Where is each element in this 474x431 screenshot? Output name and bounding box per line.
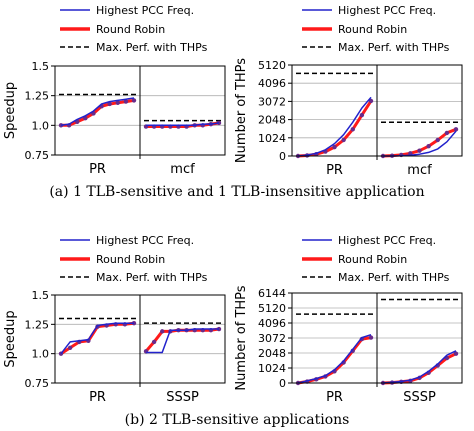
round-robin-point	[216, 120, 222, 126]
y-tick-label: 1.0	[32, 119, 50, 132]
round-robin-point	[151, 339, 157, 345]
round-robin-point	[123, 99, 129, 104]
plot-frame	[54, 294, 226, 384]
y-tick-label: 0	[279, 377, 286, 390]
highest-pcc-freq-line	[146, 122, 220, 127]
round-robin-point	[444, 130, 450, 136]
y-tick-label: 1.5	[32, 60, 50, 73]
caption-b: (b) 2 TLB-sensitive applications	[125, 412, 350, 428]
round-robin-point	[417, 148, 422, 153]
round-robin-point	[83, 116, 88, 121]
y-axis-label: Number of THPs	[234, 58, 249, 163]
x-group-label: SSSP	[166, 390, 199, 405]
plot-frame	[291, 64, 463, 157]
y-tick-label: 6144	[258, 287, 286, 300]
legend-b-left-label-thps: Max. Perf. with THPs	[96, 271, 208, 284]
round-robin-point	[58, 123, 64, 128]
y-tick-label: 3072	[258, 95, 286, 108]
highest-pcc-freq-line	[382, 350, 457, 384]
x-group-label: mcf	[407, 163, 432, 178]
chart-b-speedup: 0.75 1.0 1.25 1.5 Speedup PR SSSP	[3, 289, 226, 405]
legend-b-right-label-rr: Round Robin	[338, 253, 407, 266]
y-tick-label: 1.25	[25, 90, 50, 103]
x-group-label: SSSP	[403, 390, 436, 405]
legend-b-left-label-pcc: Highest PCC Freq.	[96, 234, 194, 247]
round-robin-line	[297, 336, 372, 385]
y-tick-label: 3072	[258, 332, 286, 345]
round-robin-point	[359, 112, 365, 118]
caption-a: (a) 1 TLB-sensitive and 1 TLB-insensitiv…	[49, 184, 424, 200]
round-robin-point	[160, 329, 165, 334]
y-axis-label: Speedup	[3, 310, 18, 367]
highest-pcc-freq-line	[60, 97, 135, 127]
round-robin-point	[453, 351, 459, 356]
round-robin-point	[67, 345, 73, 350]
legend-b-left: Highest PCC Freq. Round Robin Max. Perf.…	[60, 234, 208, 284]
x-group-label: PR	[326, 390, 343, 405]
legend-b-left-label-rr: Round Robin	[96, 253, 165, 266]
round-robin-point	[341, 137, 346, 143]
x-group-label: PR	[89, 390, 106, 405]
y-tick-label: 0.75	[25, 149, 50, 162]
y-tick-label: 1024	[258, 132, 286, 145]
legend-a-right: Highest PCC Freq. Round Robin Max. Perf.…	[302, 4, 450, 54]
round-robin-point	[107, 101, 112, 107]
highest-pcc-freq-line	[60, 322, 134, 355]
round-robin-point	[115, 100, 120, 105]
round-robin-point	[131, 98, 137, 103]
y-tick-label: 1.5	[32, 289, 50, 302]
legend-a-left: Highest PCC Freq. Round Robin Max. Perf.…	[60, 4, 208, 54]
highest-pcc-freq-line	[297, 333, 372, 384]
y-tick-label: 1024	[258, 362, 286, 375]
legend-a-right-label-thps: Max. Perf. with THPs	[338, 41, 450, 54]
plot-frame	[54, 65, 226, 156]
round-robin-point	[435, 137, 440, 143]
legend-a-right-label-pcc: Highest PCC Freq.	[338, 4, 436, 17]
legend-a-left-label-pcc: Highest PCC Freq.	[96, 4, 194, 17]
x-group-label: PR	[89, 162, 106, 177]
y-tick-label: 1.25	[25, 318, 50, 331]
y-tick-label: 4096	[258, 77, 286, 90]
y-tick-label: 2048	[258, 114, 286, 127]
y-tick-label: 5120	[258, 302, 286, 315]
legend-b-right-label-pcc: Highest PCC Freq.	[338, 234, 436, 247]
legend-a-left-label-thps: Max. Perf. with THPs	[96, 41, 208, 54]
y-tick-label: 2048	[258, 347, 286, 360]
legend-b-right: Highest PCC Freq. Round Robin Max. Perf.…	[302, 234, 450, 284]
round-robin-point	[332, 144, 337, 150]
chart-b-thps: 0 1024 2048 3072 4096 5120 6144 Number of THPs P…	[234, 285, 463, 405]
y-axis-label: Speedup	[3, 82, 18, 139]
plot-frame	[291, 292, 463, 384]
y-axis-label: Number of THPs	[234, 285, 249, 390]
y-tick-label: 4096	[258, 317, 286, 330]
legend-a-left-label-rr: Round Robin	[96, 23, 165, 36]
x-group-label: PR	[326, 163, 343, 178]
round-robin-point	[350, 127, 355, 132]
legend-a-right-label-rr: Round Robin	[338, 23, 407, 36]
y-tick-label: 1.0	[32, 348, 50, 361]
legend-b-right-label-thps: Max. Perf. with THPs	[338, 271, 450, 284]
chart-a-thps: 0 1024 2048 3072 4096 5120 Number of THPs PR mcf	[234, 58, 463, 178]
x-group-label: mcf	[170, 162, 195, 177]
round-robin-line	[61, 98, 135, 127]
round-robin-point	[453, 127, 459, 132]
highest-pcc-freq-line	[146, 328, 219, 354]
round-robin-line	[144, 327, 220, 353]
highest-pcc-freq-line	[297, 96, 372, 157]
y-tick-label: 0	[279, 150, 286, 163]
chart-a-speedup: 0.75 1.0 1.25 1.5 Speedup PR mcf	[3, 60, 226, 177]
round-robin-point	[426, 144, 431, 149]
round-robin-point	[368, 335, 374, 340]
y-tick-label: 5120	[258, 59, 286, 72]
y-tick-label: 0.75	[25, 377, 50, 390]
round-robin-point	[368, 98, 374, 104]
